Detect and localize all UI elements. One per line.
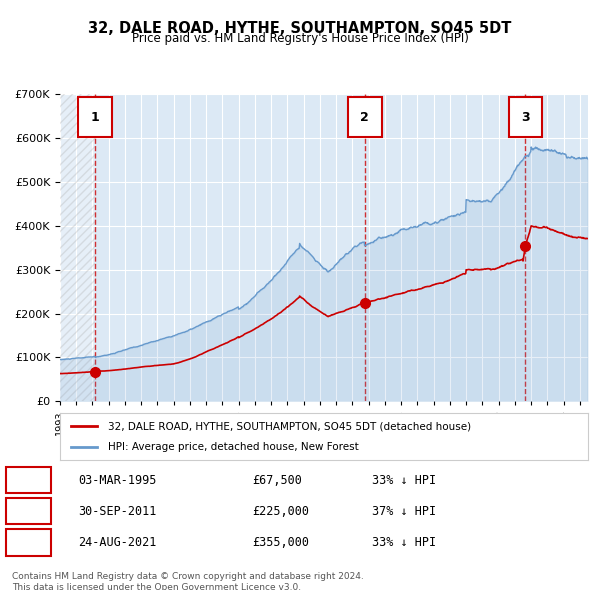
Text: 32, DALE ROAD, HYTHE, SOUTHAMPTON, SO45 5DT (detached house): 32, DALE ROAD, HYTHE, SOUTHAMPTON, SO45 … — [107, 421, 470, 431]
Text: £355,000: £355,000 — [252, 536, 309, 549]
Text: 03-MAR-1995: 03-MAR-1995 — [78, 474, 157, 487]
Text: 2: 2 — [360, 111, 369, 124]
Text: Price paid vs. HM Land Registry's House Price Index (HPI): Price paid vs. HM Land Registry's House … — [131, 32, 469, 45]
Text: £225,000: £225,000 — [252, 505, 309, 518]
Text: 3: 3 — [521, 111, 530, 124]
Bar — [60, 94, 95, 401]
FancyBboxPatch shape — [348, 97, 382, 137]
Text: HPI: Average price, detached house, New Forest: HPI: Average price, detached house, New … — [107, 442, 358, 452]
FancyBboxPatch shape — [79, 97, 112, 137]
Text: 24-AUG-2021: 24-AUG-2021 — [78, 536, 157, 549]
Text: Contains HM Land Registry data © Crown copyright and database right 2024.
This d: Contains HM Land Registry data © Crown c… — [12, 572, 364, 590]
Text: 30-SEP-2011: 30-SEP-2011 — [78, 505, 157, 518]
Text: 37% ↓ HPI: 37% ↓ HPI — [372, 505, 436, 518]
FancyBboxPatch shape — [6, 498, 51, 525]
FancyBboxPatch shape — [6, 529, 51, 556]
Text: 1: 1 — [24, 474, 32, 487]
FancyBboxPatch shape — [509, 97, 542, 137]
Text: 2: 2 — [24, 505, 32, 518]
Text: £67,500: £67,500 — [252, 474, 302, 487]
Text: 33% ↓ HPI: 33% ↓ HPI — [372, 474, 436, 487]
FancyBboxPatch shape — [6, 467, 51, 493]
Text: 33% ↓ HPI: 33% ↓ HPI — [372, 536, 436, 549]
Text: 3: 3 — [24, 536, 32, 549]
Text: 1: 1 — [91, 111, 100, 124]
Text: 32, DALE ROAD, HYTHE, SOUTHAMPTON, SO45 5DT: 32, DALE ROAD, HYTHE, SOUTHAMPTON, SO45 … — [88, 21, 512, 35]
